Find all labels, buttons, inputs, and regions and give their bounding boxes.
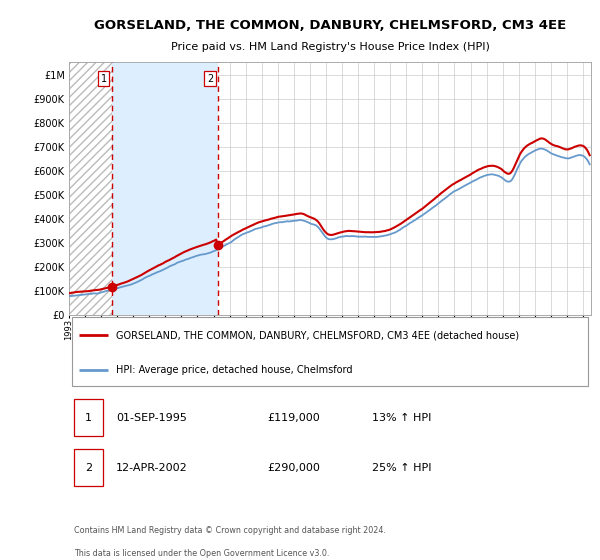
Text: 2: 2 — [85, 463, 92, 473]
Text: £290,000: £290,000 — [268, 463, 320, 473]
FancyBboxPatch shape — [74, 450, 103, 486]
Text: This data is licensed under the Open Government Licence v3.0.: This data is licensed under the Open Gov… — [74, 549, 329, 558]
Text: 13% ↑ HPI: 13% ↑ HPI — [372, 413, 431, 423]
Text: 2: 2 — [207, 74, 213, 84]
Text: 25% ↑ HPI: 25% ↑ HPI — [372, 463, 431, 473]
Text: Contains HM Land Registry data © Crown copyright and database right 2024.: Contains HM Land Registry data © Crown c… — [74, 526, 386, 535]
Bar — [69, 63, 112, 315]
Text: 12-APR-2002: 12-APR-2002 — [116, 463, 188, 473]
Bar — [112, 63, 218, 315]
Text: £119,000: £119,000 — [268, 413, 320, 423]
Text: HPI: Average price, detached house, Chelmsford: HPI: Average price, detached house, Chel… — [116, 365, 352, 375]
Text: GORSELAND, THE COMMON, DANBURY, CHELMSFORD, CM3 4EE (detached house): GORSELAND, THE COMMON, DANBURY, CHELMSFO… — [116, 330, 519, 340]
Text: 01-SEP-1995: 01-SEP-1995 — [116, 413, 187, 423]
Text: Price paid vs. HM Land Registry's House Price Index (HPI): Price paid vs. HM Land Registry's House … — [170, 42, 490, 52]
Text: GORSELAND, THE COMMON, DANBURY, CHELMSFORD, CM3 4EE: GORSELAND, THE COMMON, DANBURY, CHELMSFO… — [94, 19, 566, 32]
FancyBboxPatch shape — [71, 318, 589, 386]
Text: 1: 1 — [85, 413, 92, 423]
FancyBboxPatch shape — [74, 399, 103, 436]
Text: 1: 1 — [101, 74, 107, 84]
